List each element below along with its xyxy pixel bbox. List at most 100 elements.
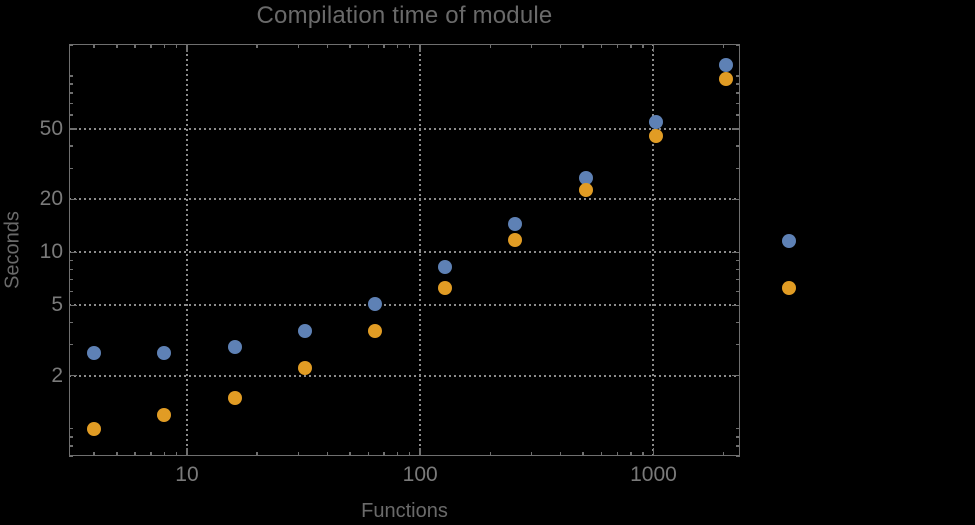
y-tick	[69, 198, 77, 201]
y-tick	[736, 278, 740, 281]
x-tick	[630, 452, 632, 456]
y-tick	[736, 343, 740, 346]
x-tick	[559, 452, 562, 456]
plot-frame	[69, 44, 740, 456]
y-tick	[69, 92, 73, 94]
y-tick	[732, 374, 740, 377]
x-tick	[600, 44, 603, 48]
y-tick	[69, 145, 73, 147]
y-tick	[69, 102, 73, 105]
x-tick	[326, 452, 329, 456]
y-tick	[69, 290, 73, 293]
y-tick	[736, 83, 740, 85]
data-point-series-2	[368, 323, 382, 338]
gridline-x-1000	[652, 44, 655, 456]
y-tick	[69, 167, 73, 169]
y-tick	[69, 455, 73, 457]
y-tick	[69, 128, 77, 130]
y-tick	[732, 128, 740, 130]
y-tick	[736, 290, 740, 293]
x-tick	[367, 44, 370, 48]
y-tick	[736, 145, 740, 147]
x-tick	[652, 44, 655, 52]
x-tick	[163, 44, 166, 48]
gridline-y-5	[69, 304, 740, 307]
x-tick	[559, 44, 562, 48]
y-tick	[69, 436, 73, 438]
x-tick	[175, 452, 178, 456]
data-point-series-1	[227, 340, 242, 355]
gridline-y-50	[69, 128, 740, 131]
data-point-series-2	[438, 280, 453, 295]
x-tick	[349, 452, 351, 456]
data-point-series-1	[87, 345, 102, 360]
x-tick	[163, 452, 166, 456]
data-point-series-1	[297, 323, 312, 338]
x-tick	[326, 44, 329, 48]
x-tick	[652, 448, 655, 456]
gridline-x-100	[419, 44, 422, 456]
y-tick	[736, 455, 740, 457]
x-tick	[419, 448, 421, 456]
x-tick	[256, 452, 258, 456]
y-tick	[69, 75, 73, 77]
y-tick	[69, 445, 73, 447]
data-point-series-2	[508, 233, 523, 248]
x-tick	[408, 452, 411, 456]
data-point-series-2	[87, 421, 102, 436]
gridline-x-10	[185, 44, 188, 456]
x-tick	[642, 452, 644, 456]
y-tick-label: 5	[51, 293, 63, 317]
x-tick	[383, 452, 385, 456]
data-point-series-1	[157, 345, 172, 360]
data-point-series-1	[648, 114, 663, 129]
x-tick	[186, 44, 188, 52]
y-tick	[736, 427, 740, 430]
x-tick	[297, 452, 299, 456]
y-tick	[736, 445, 740, 447]
y-tick	[736, 259, 740, 262]
data-point-series-2	[719, 72, 734, 87]
data-point-series-1	[368, 296, 382, 311]
x-tick	[116, 452, 118, 456]
y-tick-label: 20	[39, 187, 63, 211]
y-tick	[69, 304, 77, 307]
gridline-y-20	[69, 198, 740, 201]
x-tick	[582, 452, 584, 456]
x-axis-label: Functions	[361, 500, 448, 522]
y-tick	[69, 114, 73, 116]
x-tick	[383, 44, 385, 48]
x-tick	[616, 44, 619, 48]
x-tick	[489, 44, 492, 48]
x-tick	[134, 452, 136, 456]
y-tick	[69, 321, 73, 324]
x-tick	[408, 44, 411, 48]
y-tick	[69, 83, 73, 85]
x-tick	[396, 44, 399, 48]
y-tick	[69, 374, 77, 377]
y-tick	[736, 114, 740, 116]
data-point-series-2	[648, 128, 663, 143]
data-point-series-2	[227, 390, 242, 405]
x-tick	[256, 44, 258, 48]
x-tick	[116, 44, 118, 48]
data-point-series-2	[157, 407, 172, 422]
y-tick	[736, 92, 740, 94]
x-tick	[93, 44, 95, 48]
x-tick	[722, 452, 725, 456]
x-tick	[600, 452, 603, 456]
y-tick	[69, 278, 73, 281]
x-tick	[150, 44, 152, 48]
chart-title: Compilation time of module	[256, 2, 553, 29]
data-point-series-2	[297, 361, 312, 376]
data-point-series-1	[578, 170, 593, 185]
y-tick-label: 50	[39, 117, 63, 141]
data-point-series-2	[578, 183, 593, 198]
x-tick	[186, 448, 188, 456]
gridline-y-2	[69, 374, 740, 377]
y-tick-label: 10	[39, 240, 63, 264]
x-tick	[175, 44, 178, 48]
x-tick-label: 100	[402, 463, 438, 486]
x-tick	[530, 44, 533, 48]
